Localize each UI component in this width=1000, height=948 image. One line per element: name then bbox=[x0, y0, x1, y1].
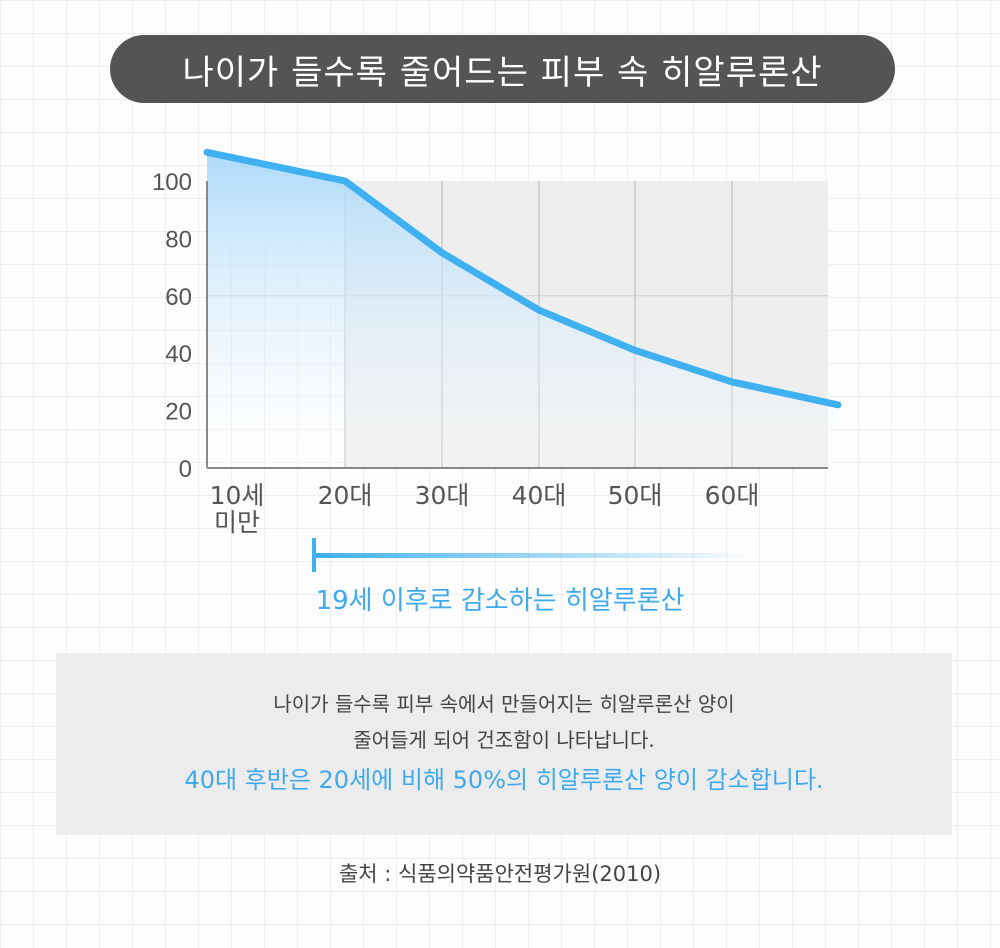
x-tick-label: 60대 bbox=[705, 481, 760, 510]
x-tick-label: 30대 bbox=[415, 481, 470, 510]
y-tick-label: 40 bbox=[165, 341, 192, 368]
x-tick-label: 40대 bbox=[512, 481, 567, 510]
y-tick-label: 60 bbox=[165, 284, 192, 311]
description-box: 나이가 들수록 피부 속에서 만들어지는 히알루론산 양이 줄어들게 되어 건조… bbox=[56, 653, 952, 835]
y-tick-label: 20 bbox=[165, 399, 192, 426]
x-tick-label: 10세 bbox=[210, 481, 265, 510]
y-tick-label: 100 bbox=[152, 169, 192, 196]
x-tick-label: 미만 bbox=[214, 508, 260, 537]
title-banner: 나이가 들수록 줄어드는 피부 속 히알루론산 bbox=[110, 35, 895, 103]
series-line bbox=[203, 148, 842, 409]
decline-arrow bbox=[312, 538, 754, 572]
x-tick-label: 20대 bbox=[318, 481, 373, 510]
description-line-2: 줄어들게 되어 건조함이 나타납니다. bbox=[353, 728, 655, 752]
area-fill bbox=[207, 152, 838, 469]
chart-title: 나이가 들수록 줄어드는 피부 속 히알루론산 bbox=[182, 52, 823, 93]
description-highlight: 40대 후반은 20세에 비해 50%의 히알루론산 양이 감소합니다. bbox=[184, 766, 824, 794]
decline-annotation: 19세 이후로 감소하는 히알루론산 bbox=[315, 586, 685, 616]
axes bbox=[206, 181, 828, 469]
y-tick-label: 0 bbox=[179, 456, 192, 483]
source-citation: 출처 : 식품의약품안전평가원(2010) bbox=[338, 862, 662, 886]
description-line-1: 나이가 들수록 피부 속에서 만들어지는 히알루론산 양이 bbox=[273, 692, 735, 716]
y-tick-label: 80 bbox=[165, 226, 192, 253]
arrow-shaft bbox=[314, 553, 754, 558]
y-tick-labels: 0 20 40 60 80 100 bbox=[152, 169, 192, 483]
x-tick-label: 50대 bbox=[608, 481, 663, 510]
